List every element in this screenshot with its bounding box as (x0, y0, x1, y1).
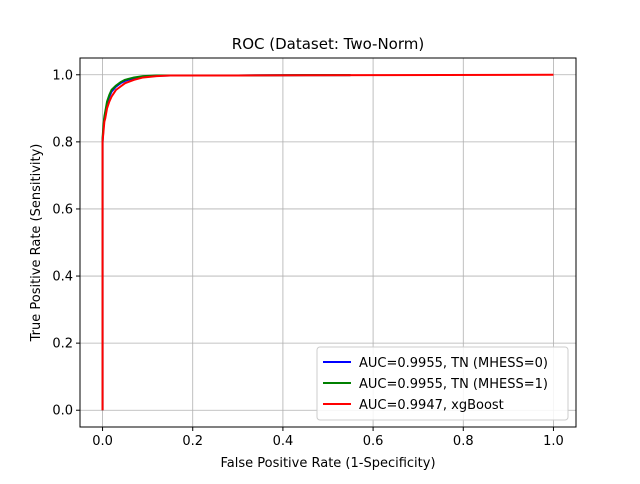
y-tick-label: 0.8 (52, 135, 73, 150)
series-line-2 (101, 73, 554, 411)
x-tick-label: 0.0 (92, 434, 113, 449)
legend-box (316, 346, 569, 421)
y-axis-label: True Positive Rate (Sensitivity) (29, 144, 44, 343)
x-tick-label: 0.6 (363, 434, 384, 449)
plot-frame (79, 57, 577, 428)
y-tick-label: 1.0 (52, 68, 73, 83)
x-tick-label: 0.4 (273, 434, 294, 449)
y-tick-label: 0.6 (52, 202, 73, 217)
y-tick-label: 0.2 (52, 337, 73, 352)
x-axis-label: False Positive Rate (1-Specificity) (220, 456, 435, 471)
tick-layer: 0.0 0.2 0.4 0.6 0.8 1.0 0.0 0.2 0.4 0.6 0.8 1.0 (52, 68, 563, 449)
x-tick-label: 0.2 (182, 434, 203, 449)
legend-label-0: AUC=0.9955, TN (MHESS=0) (359, 356, 548, 371)
x-tick-label: 0.8 (453, 434, 474, 449)
grid-layer (80, 58, 576, 427)
chart-title: ROC (Dataset: Two-Norm) (232, 35, 424, 53)
legend-label-2: AUC=0.9947, xgBoost (359, 398, 504, 413)
legend: AUC=0.9955, TN (MHESS=0) AUC=0.9955, TN (… (316, 346, 569, 421)
legend-label-1: AUC=0.9955, TN (MHESS=1) (359, 377, 548, 392)
x-tick-label: 1.0 (543, 434, 564, 449)
series-layer (101, 73, 554, 411)
y-tick-label: 0.0 (52, 404, 73, 419)
y-tick-label: 0.4 (52, 270, 73, 285)
